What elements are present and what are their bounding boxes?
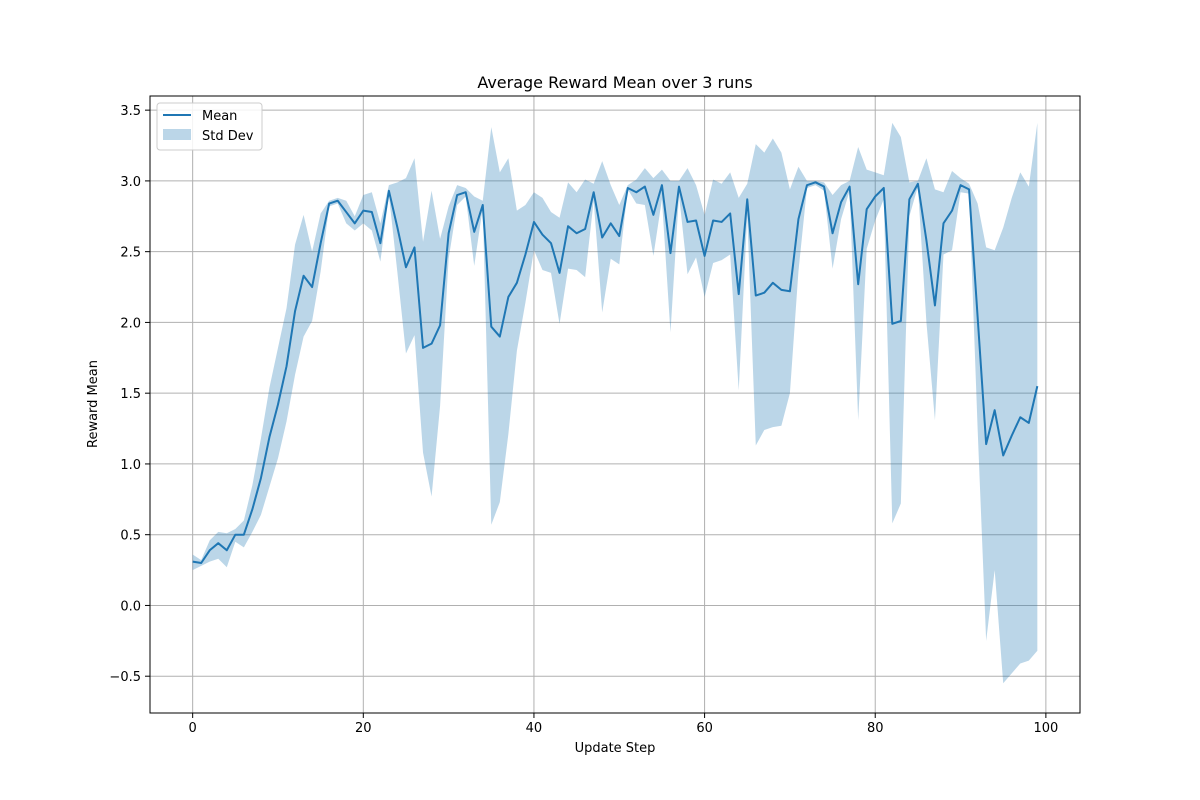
y-axis-label: Reward Mean [86,360,101,448]
mean-series-line [192,181,1039,564]
y-tick-label: −0.5 [109,670,141,685]
x-axis-ticks: 0 20 40 60 80 100 [189,713,1058,736]
y-tick-label: 3.0 [120,175,141,190]
y-tick-label: 1.0 [120,458,141,473]
plot-frame [149,95,1081,714]
std-dev-area [192,122,1038,684]
x-axis-label: Update Step [575,741,656,756]
legend-std-dev-label: Std Dev [202,129,254,144]
mean-line [192,181,1039,564]
y-tick-label: 2.0 [120,316,141,331]
x-tick-label: 40 [526,721,543,736]
y-tick-label: 2.5 [120,246,141,261]
y-tick-label: 1.5 [120,387,141,402]
grid-lines [150,96,1080,713]
legend: Mean Std Dev [156,102,263,151]
y-axis-ticks: −0.5 0.0 0.5 1.0 1.5 2.0 2.5 3.0 3.5 [109,104,150,685]
chart-title: Average Reward Mean over 3 runs [477,73,752,92]
x-tick-label: 20 [355,721,372,736]
y-tick-label: 0.0 [120,599,141,614]
std-dev-band [192,122,1038,684]
y-tick-label: 3.5 [120,104,141,119]
x-tick-label: 0 [189,721,197,736]
legend-std-dev-swatch [163,129,191,140]
legend-mean-label: Mean [202,109,237,124]
x-tick-label: 100 [1033,721,1058,736]
x-tick-label: 60 [696,721,713,736]
x-tick-label: 80 [867,721,884,736]
y-tick-label: 0.5 [120,529,141,544]
